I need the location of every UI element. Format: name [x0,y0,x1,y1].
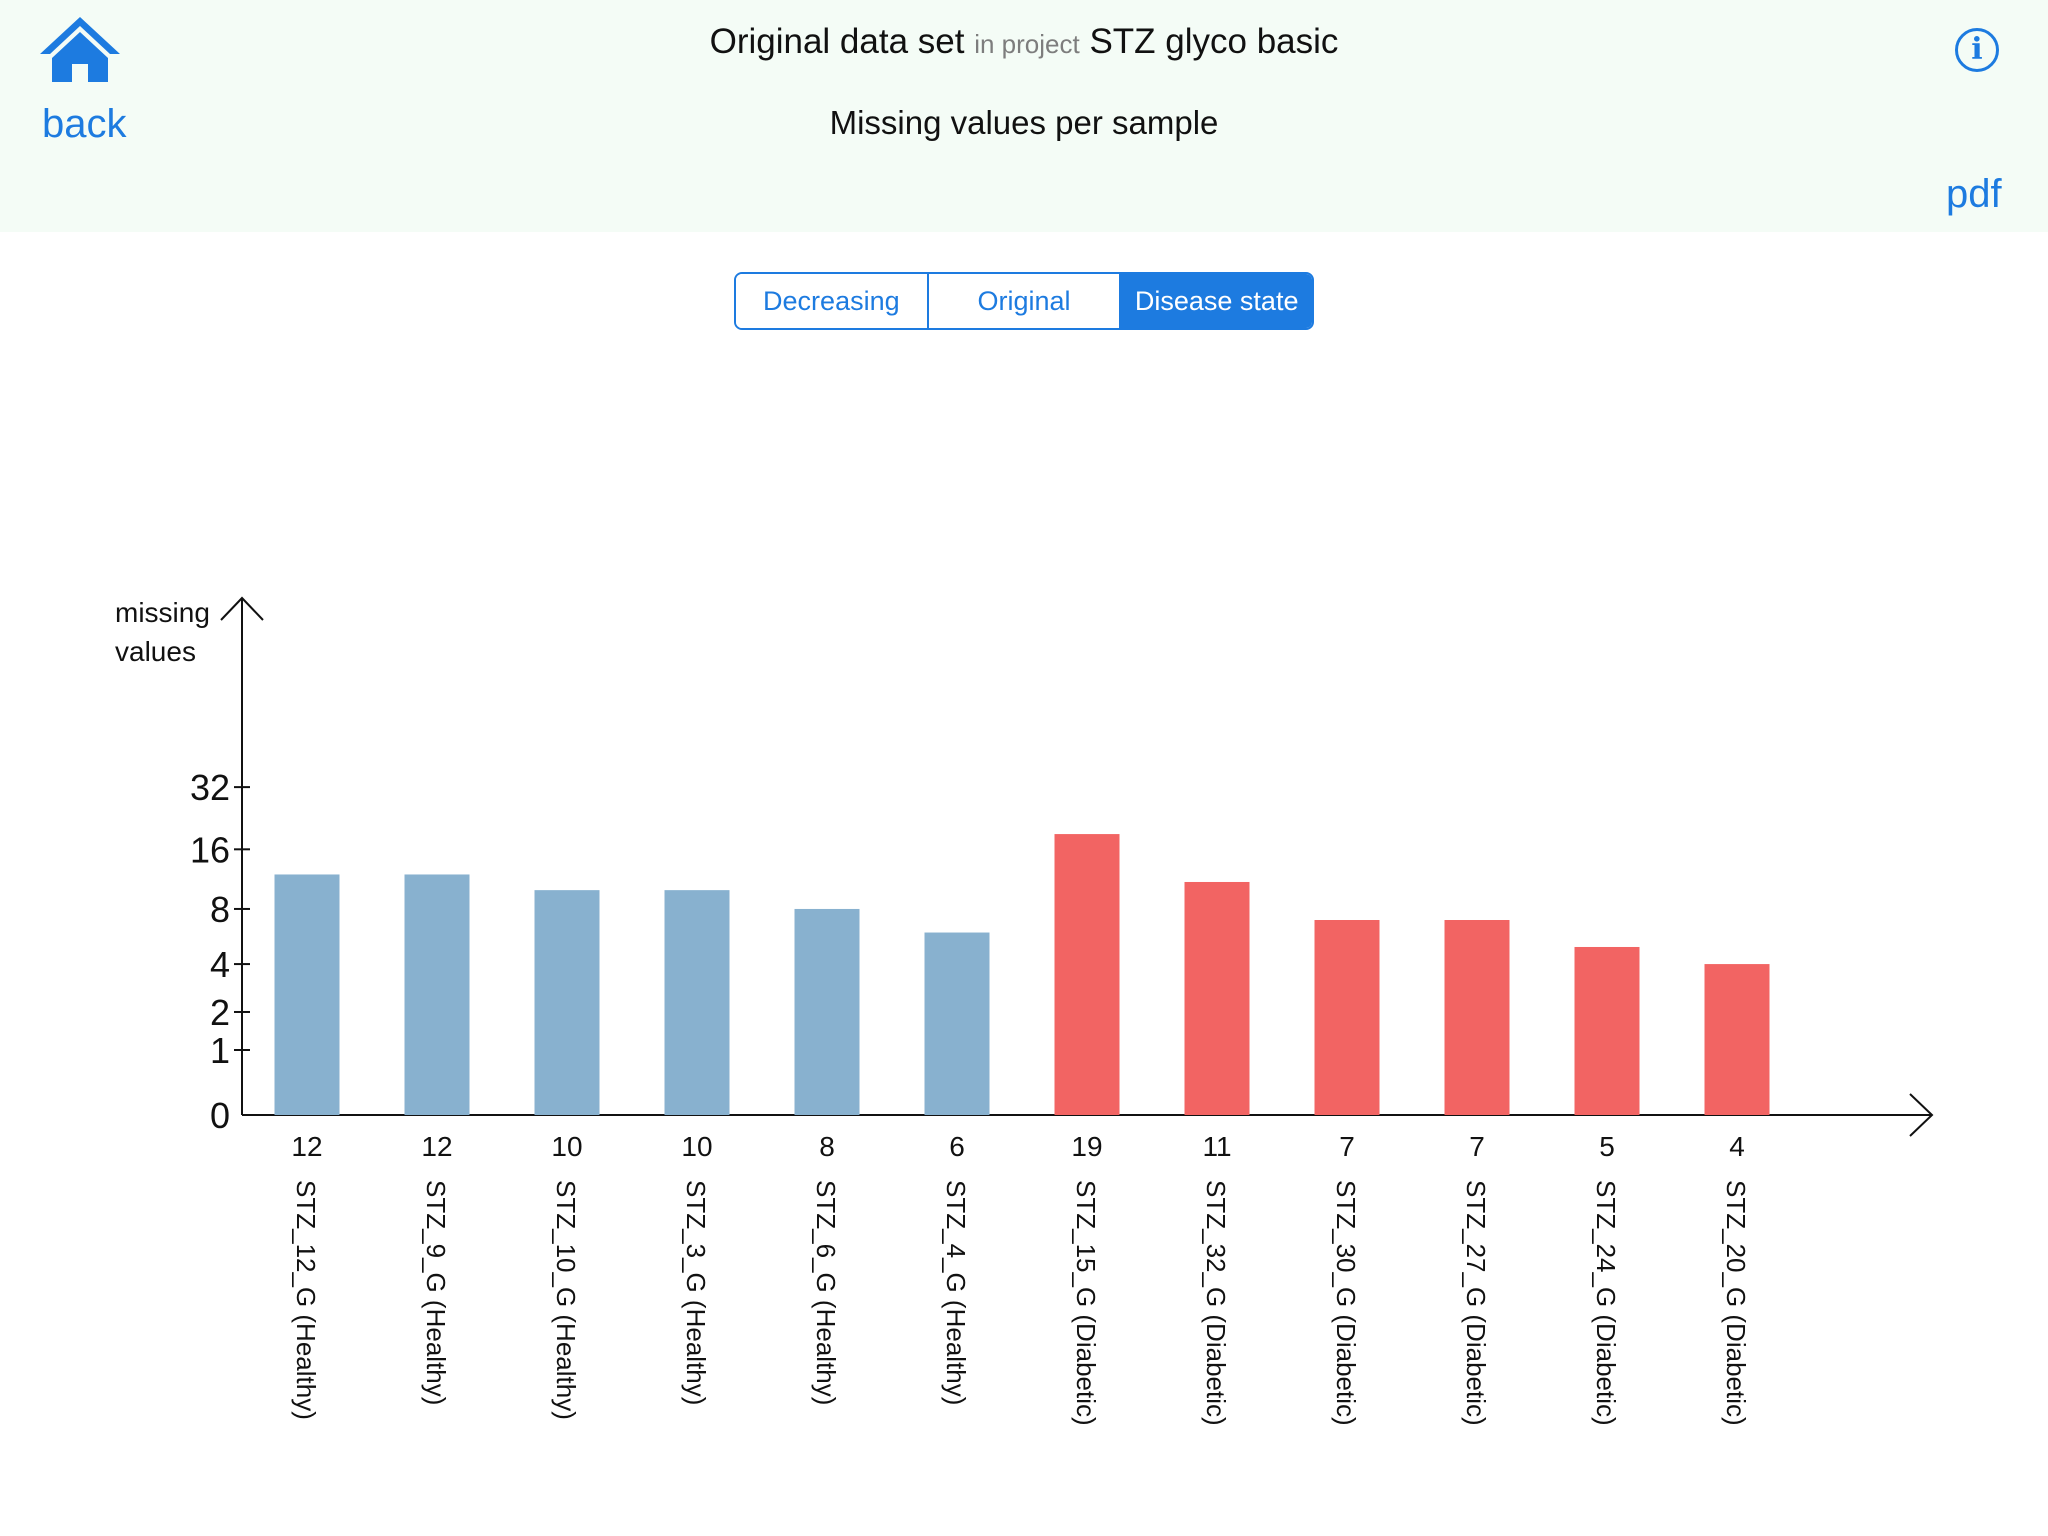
header-bar: back Original data set in project STZ gl… [0,0,2048,232]
bar-value-label: 10 [551,1131,582,1162]
bar [1444,920,1510,1115]
x-tick-label: STZ_6_G (Healthy) [811,1180,841,1405]
bar-value-label: 6 [949,1131,965,1162]
bar-value-label: 8 [819,1131,835,1162]
y-tick-label: 2 [210,992,230,1033]
bar [1184,881,1250,1115]
bar-value-label: 12 [421,1131,452,1162]
bar [664,890,730,1115]
bar-value-label: 7 [1469,1131,1485,1162]
bar-value-label: 11 [1202,1131,1231,1162]
x-axis-arrow [1909,1093,1934,1137]
y-axis-arrow [220,596,264,621]
bar [794,908,860,1115]
x-tick-label: STZ_27_G (Diabetic) [1461,1180,1491,1426]
page-title: Original data set in project STZ glyco b… [0,22,2048,62]
x-tick-label: STZ_3_G (Healthy) [681,1180,711,1405]
x-tick-label: STZ_15_G (Diabetic) [1071,1180,1101,1426]
bar [404,874,470,1115]
bar-value-label: 5 [1599,1131,1615,1162]
bar [924,932,990,1115]
x-tick-label: STZ_10_G (Healthy) [551,1180,581,1420]
title-connector: in project [974,29,1080,59]
bar [274,874,340,1115]
y-axis-label: missing [115,597,210,628]
sort-segmented-control: Decreasing Original Disease state [734,272,1314,330]
y-tick-label: 1 [210,1030,230,1071]
bar-value-label: 12 [291,1131,322,1162]
home-icon [40,17,120,82]
bar-value-label: 7 [1339,1131,1355,1162]
dataset-name: Original data set [709,22,965,61]
pdf-button[interactable]: pdf [1946,172,2002,216]
y-tick-label: 16 [190,829,230,870]
bar-value-label: 19 [1071,1131,1102,1162]
back-button[interactable]: back [36,14,127,154]
x-tick-label: STZ_24_G (Diabetic) [1591,1180,1621,1426]
sort-original-button[interactable]: Original [926,274,1120,328]
x-tick-label: STZ_20_G (Diabetic) [1721,1180,1751,1426]
y-tick-label: 4 [210,944,230,985]
x-tick-label: STZ_12_G (Healthy) [291,1180,321,1420]
bar [1054,834,1120,1115]
x-tick-label: STZ_9_G (Healthy) [421,1180,451,1405]
x-tick-label: STZ_4_G (Healthy) [941,1180,971,1405]
bar [1574,946,1640,1115]
y-tick-label: 0 [210,1095,230,1136]
x-tick-label: STZ_32_G (Diabetic) [1201,1180,1231,1426]
project-name: STZ glyco basic [1089,22,1339,61]
x-tick-label: STZ_30_G (Diabetic) [1331,1180,1361,1426]
bar [534,890,600,1115]
sort-decreasing-button[interactable]: Decreasing [736,274,927,328]
bar-value-label: 4 [1729,1131,1745,1162]
y-tick-label: 32 [190,767,230,808]
back-label: back [42,102,127,146]
bar [1314,920,1380,1115]
info-icon[interactable]: i [1955,28,1999,72]
page-subtitle: Missing values per sample [829,104,1219,141]
sort-disease-state-button[interactable]: Disease state [1119,274,1312,328]
y-tick-label: 8 [210,889,230,930]
bar-value-label: 10 [681,1131,712,1162]
bar [1704,964,1770,1115]
y-axis-label: values [115,636,196,667]
